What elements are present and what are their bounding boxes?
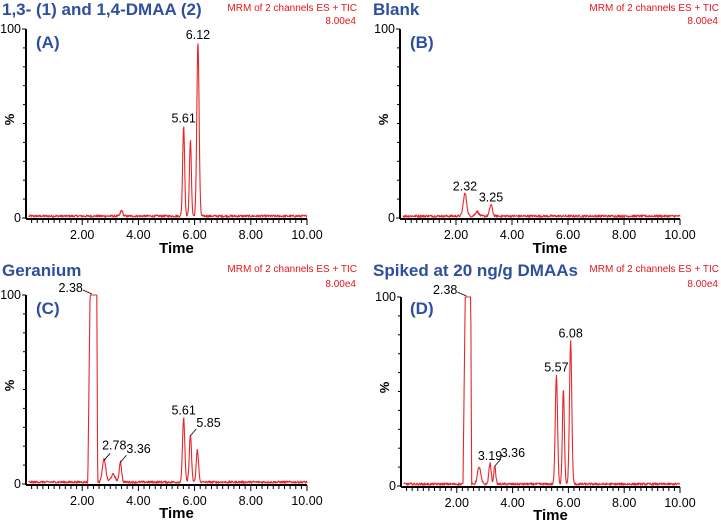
- x-tick-label: 8.00: [612, 496, 636, 510]
- x-tick-label: 10.00: [664, 496, 695, 510]
- acquisition-header: MRM of 2 channels ES + TIC: [589, 3, 719, 14]
- y-axis-title: %: [376, 113, 391, 125]
- peak-annotation: 2.38: [59, 281, 83, 295]
- y-tick-label: 0: [14, 211, 21, 225]
- x-tick-label: 8.00: [239, 228, 263, 242]
- y-axis-title: %: [2, 113, 17, 125]
- acquisition-header: MRM of 2 channels ES + TIC: [227, 3, 357, 14]
- peak-annotation: 5.61: [171, 111, 195, 125]
- x-axis-title: Time: [533, 507, 568, 521]
- annotation-leader: [82, 289, 93, 295]
- annotation-leader: [190, 428, 197, 437]
- peak-annotation: 5.57: [544, 360, 568, 374]
- intensity-scale: 8.00e4: [325, 279, 356, 290]
- peak-annotation: 2.32: [453, 179, 477, 193]
- peak-annotation: 3.36: [501, 446, 525, 460]
- x-tick-label: 10.00: [291, 228, 322, 242]
- intensity-scale: 8.00e4: [687, 279, 718, 290]
- annotation-leader: [120, 454, 127, 463]
- panel-label: (C): [36, 299, 60, 318]
- acquisition-header: MRM of 2 channels ES + TIC: [227, 264, 357, 275]
- chart-panel-a: 1,3- (1) and 1,4-DMAA (2) MRM of 2 channe…: [0, 0, 357, 257]
- x-tick-label: 2.00: [444, 228, 468, 242]
- chart-panel-d: Spiked at 20 ng/g DMAAs MRM of 2 channels…: [373, 261, 719, 521]
- x-tick-label: 4.00: [500, 496, 524, 510]
- panel-label: (B): [410, 33, 434, 52]
- x-axis-title: Time: [159, 505, 194, 521]
- annotation-leader: [103, 453, 111, 461]
- y-axis-title: %: [377, 381, 392, 393]
- chromatogram-trace: [402, 192, 681, 218]
- panel-title: 1,3- (1) and 1,4-DMAA (2): [2, 0, 202, 19]
- y-tick-label: 0: [388, 211, 395, 225]
- x-tick-label: 6.00: [556, 228, 580, 242]
- acquisition-header: MRM of 2 channels ES + TIC: [589, 264, 719, 275]
- chromatogram-trace: [28, 294, 308, 484]
- x-tick-label: 4.00: [500, 228, 524, 242]
- x-tick-label: 2.00: [70, 228, 94, 242]
- intensity-scale: 8.00e4: [325, 16, 356, 27]
- y-tick-label: 100: [374, 22, 395, 36]
- x-tick-label: 6.00: [182, 228, 206, 242]
- panel-label: (A): [36, 33, 60, 52]
- x-tick-label: 2.00: [445, 496, 469, 510]
- x-tick-label: 8.00: [239, 494, 263, 508]
- peak-annotation: 3.25: [479, 191, 503, 205]
- y-tick-label: 100: [0, 22, 21, 36]
- annotation-leader: [457, 291, 467, 297]
- intensity-scale: 8.00e4: [687, 16, 718, 27]
- x-tick-label: 4.00: [126, 494, 150, 508]
- chart-panel-c: Geranium MRM of 2 channels ES + TIC 8.00e4…: [0, 261, 357, 521]
- peak-annotation: 6.08: [558, 326, 582, 340]
- y-axis-title: %: [2, 379, 17, 391]
- y-tick-label: 0: [14, 477, 21, 491]
- x-tick-label: 10.00: [664, 228, 695, 242]
- peak-annotation: 2.38: [433, 283, 457, 297]
- peak-annotation: 3.19: [478, 449, 502, 463]
- peak-annotation: 3.36: [126, 442, 150, 456]
- peak-annotation: 2.78: [102, 438, 126, 452]
- x-tick-label: 6.00: [556, 496, 580, 510]
- panel-title: Blank: [373, 0, 420, 19]
- y-tick-label: 100: [0, 288, 21, 302]
- x-axis-title: Time: [533, 240, 568, 257]
- panel-title: Geranium: [2, 261, 81, 280]
- panel-title: Spiked at 20 ng/g DMAAs: [373, 261, 578, 280]
- peak-annotation: 6.12: [186, 28, 210, 42]
- peak-annotation: 5.85: [196, 416, 220, 430]
- x-tick-label: 10.00: [291, 494, 322, 508]
- peak-annotation: 5.61: [171, 404, 195, 418]
- chromatogram-trace: [403, 296, 681, 486]
- x-tick-label: 2.00: [70, 494, 94, 508]
- x-tick-label: 4.00: [126, 228, 150, 242]
- y-tick-label: 100: [375, 290, 396, 304]
- x-tick-label: 6.00: [182, 494, 206, 508]
- chromatogram-trace: [28, 43, 308, 218]
- panel-label: (D): [410, 299, 434, 318]
- x-axis-title: Time: [159, 240, 194, 257]
- annotation-leader: [494, 458, 502, 467]
- x-tick-label: 8.00: [612, 228, 636, 242]
- y-tick-label: 0: [389, 479, 396, 493]
- chart-panel-b: Blank MRM of 2 channels ES + TIC 8.00e4 (B)…: [373, 0, 719, 257]
